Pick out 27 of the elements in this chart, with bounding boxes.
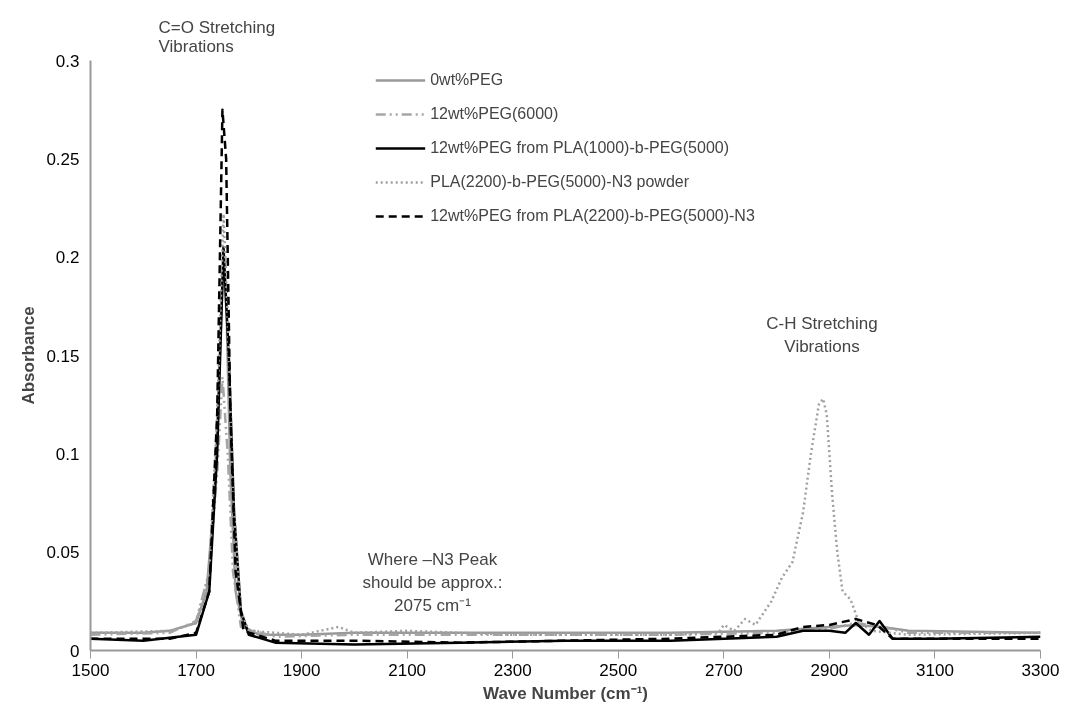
legend-label: PLA(2200)-b-PEG(5000)-N3 powder [430,173,690,191]
x-tick-label: 3300 [1021,660,1060,680]
y-tick-label: 0.2 [55,248,80,268]
annotation: C-H Stretching Vibrations [766,314,878,356]
y-tick-label: 0.05 [46,543,80,563]
legend-label: 12wt%PEG from PLA(2200)-b-PEG(5000)-N3 [430,207,755,225]
y-axis-title: Absorbance [19,306,39,405]
x-tick-label: 2500 [599,660,638,680]
legend-label: 0wt%PEG [430,71,504,89]
x-tick-label: 2300 [493,660,532,680]
y-tick-label: 0.3 [55,51,80,71]
y-tick-label: 0.25 [46,149,80,169]
x-tick-label: 2700 [704,660,743,680]
y-tick-label: 0.1 [55,444,80,464]
x-tick-label: 1900 [282,660,321,680]
x-tick-label: 2100 [388,660,427,680]
x-tick-label: 3100 [916,660,954,680]
x-tick-label: 2900 [810,660,849,680]
legend-label: 12wt%PEG from PLA(1000)-b-PEG(5000) [430,139,730,157]
x-tick-label: 1700 [177,660,215,680]
text: C=O Stretching Vibrations [158,17,276,56]
legend-label: 12wt%PEG(6000) [430,105,559,123]
x-tick-label: 1500 [71,660,110,680]
y-tick-label: 0 [70,641,80,661]
x-axis-title: Wave Number (cm⁻¹) [483,683,649,703]
y-tick-label: 0.15 [46,346,80,366]
annotation: Where –N3 Peak should be approx.: 2075 cm⁻¹ [362,550,503,615]
